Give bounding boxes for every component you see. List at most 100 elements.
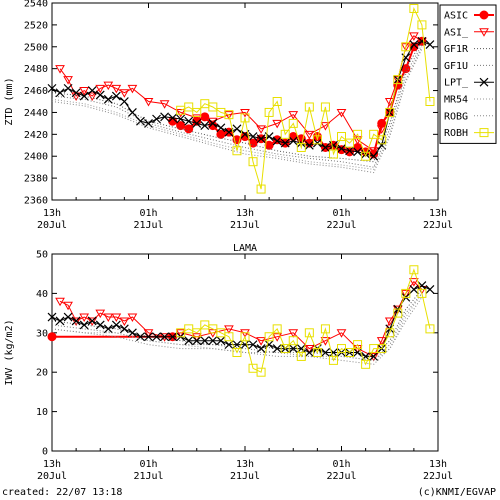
- legend-label-asic: ASIC: [444, 11, 468, 22]
- panel1-series-asi-point: [336, 108, 347, 118]
- panel1-series-robh-point: [264, 107, 274, 117]
- panel2-series-asi-point: [256, 337, 266, 346]
- legend-label-gf1u: GF1U: [444, 61, 468, 72]
- panel1-series-lpt-point: [224, 127, 234, 137]
- panel1-series-lpt-point: [272, 136, 282, 146]
- panel1-series-robh-point: [361, 151, 371, 161]
- panel1-series-robh-point: [401, 42, 411, 52]
- panel1-series-lpt-point: [248, 132, 258, 141]
- panel1-series-asi-point: [119, 89, 130, 98]
- panel2-series-asi-point: [95, 309, 106, 319]
- panel2-series-lpt-point: [63, 312, 73, 322]
- panel2-series-robh-point: [312, 348, 322, 357]
- panel2-series-robh-point: [232, 348, 242, 357]
- legend-label-lpt: LPT_: [444, 78, 469, 89]
- panel1-series-lpt-point: [176, 114, 186, 124]
- panel1-series-lpt-point: [168, 113, 178, 123]
- panel1-xtick-label-date: 21Jul: [230, 220, 260, 231]
- panel1-series-lpt-point: [320, 143, 330, 152]
- panel1-xtick-label-date: 22Jul: [423, 220, 453, 231]
- panel2-series-lpt-point: [95, 320, 105, 330]
- panel1-ytick-label: 2380: [24, 174, 48, 185]
- legend-label-gf1r: GF1R: [444, 44, 469, 55]
- panel1-series-lpt-point: [127, 108, 137, 117]
- panel2-ytick-label: 50: [36, 250, 48, 261]
- panel1-series-robh-point: [224, 110, 234, 120]
- panel1-series-lpt-point: [216, 123, 226, 133]
- panel1-series-asi-point: [159, 100, 170, 109]
- credit-label: (c)KNMI/EGVAP: [417, 487, 496, 498]
- panel1-series-asi-point: [103, 81, 114, 91]
- panel2-xtick-label-date: 20Jul: [37, 471, 67, 482]
- panel2-series-lpt-point: [87, 316, 97, 326]
- panel1-series-lpt-point: [87, 86, 97, 95]
- panel1-series-lpt-point: [280, 138, 290, 148]
- panel1-series-asi-point: [191, 114, 202, 123]
- panel1-series-lpt-point: [144, 118, 153, 128]
- panel1-series-lpt-point: [111, 91, 121, 101]
- panel1-ytick-label: 2440: [24, 108, 48, 119]
- panel1-xtick-label-time: 13h: [43, 208, 61, 219]
- panel1-series-robh-point: [409, 3, 419, 13]
- legend-label-robh: ROBH: [444, 128, 468, 139]
- panel1-series-asi-point: [143, 98, 154, 107]
- panel1-series-lpt-point: [256, 134, 266, 144]
- panel1-series-lpt-point: [345, 146, 354, 156]
- panel1-series-asi-point: [175, 108, 186, 118]
- panel2-series-asi-point: [143, 329, 154, 338]
- panel1-series-asi-point: [127, 84, 138, 94]
- panel2-series-robh-point: [425, 324, 435, 334]
- panel2-series-robh-point: [240, 332, 250, 342]
- legend-marker-asi: [479, 28, 489, 37]
- panel1-series-lpt-point: [312, 138, 322, 148]
- panel1-series-lpt-point: [192, 118, 202, 128]
- panel1-series-lpt-point: [71, 88, 81, 98]
- panel2-xtick-label-date: 22Jul: [326, 471, 356, 482]
- panel1-series-asic-point: [288, 132, 298, 142]
- panel1-ytick-label: 2400: [24, 152, 48, 163]
- panel1-series-asi-point: [63, 76, 73, 85]
- panel2-series-robh-point: [401, 288, 411, 298]
- panel1-series-lpt-point: [55, 88, 65, 98]
- panel2-series-robh-point: [409, 265, 419, 275]
- legend-box: [439, 4, 497, 144]
- panel1-series-robh-point: [425, 97, 435, 106]
- panel2-series-lpt-point: [55, 316, 65, 326]
- panel2-xtick-label-time: 01h: [139, 459, 157, 470]
- panel2-series-lpt-point: [216, 336, 226, 346]
- panel2-series-asi-point: [288, 329, 299, 338]
- panel1-series-robh-point: [272, 97, 282, 106]
- panel1-series-robg-line: [51, 48, 423, 174]
- panel2-ytick-label: 40: [36, 289, 48, 300]
- panel2-series-asi-point: [368, 352, 379, 362]
- panel2-series-asi-point: [417, 285, 427, 295]
- panel1-ytick-label: 2540: [24, 0, 48, 10]
- panel1-series-asi-point: [240, 108, 250, 118]
- panel2-xtick-label-date: 21Jul: [133, 471, 163, 482]
- panel2-series-robh-point: [353, 340, 363, 350]
- panel1-series-lpt-point: [103, 94, 113, 104]
- panel2-series-robh-point: [361, 359, 371, 369]
- panel1-series-robh-point: [296, 142, 306, 152]
- panel1-series-asic-point: [184, 124, 194, 134]
- panel1-series-lpt-point: [184, 116, 194, 126]
- legend-marker-asic: [479, 10, 489, 20]
- panel2-series-asi-point: [127, 313, 138, 323]
- panel2-series-robh-point: [345, 348, 355, 357]
- panel1-series-lpt-point: [425, 40, 435, 50]
- panel2-series-robh-point: [288, 336, 298, 346]
- panel2-series-asi-point: [175, 329, 186, 338]
- panel1-series-asi-point: [79, 87, 90, 96]
- panel2-series-lpt-point: [152, 332, 161, 342]
- panel2-ytick-label: 0: [42, 447, 48, 458]
- panel2-series-robh-point: [272, 324, 282, 334]
- panel2-series-lpt-point: [200, 336, 210, 346]
- panel1-series-lpt-point: [361, 149, 371, 159]
- panel1-ytick-label: 2500: [24, 42, 48, 53]
- panel2-series-lpt-point: [103, 324, 113, 334]
- panel2-series-robh-point: [304, 328, 314, 338]
- panel2-xtick-label-date: 21Jul: [230, 471, 260, 482]
- panel1-series-lpt-point: [369, 151, 379, 161]
- panel1-series-lpt-point: [160, 112, 170, 122]
- legend-marker-lpt: [479, 77, 489, 87]
